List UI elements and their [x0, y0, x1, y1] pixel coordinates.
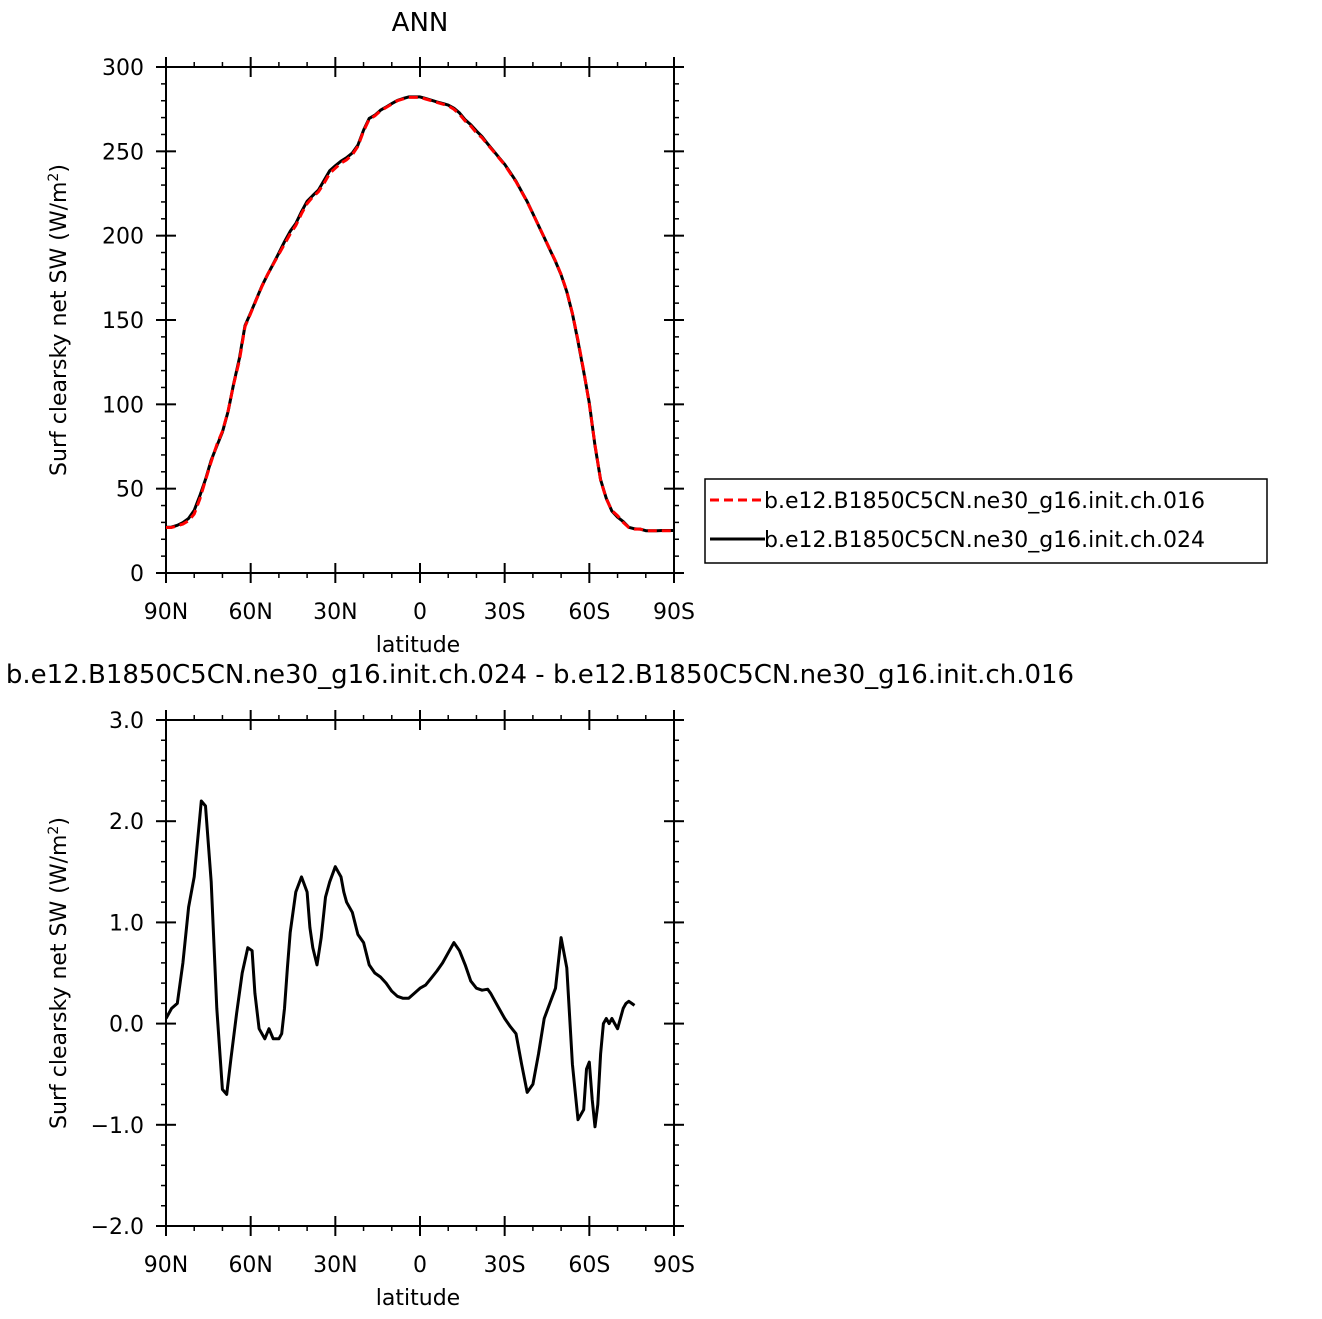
x-tick-label: 60N [228, 600, 272, 625]
y-tick-label: 3.0 [109, 709, 144, 734]
x-tick-label: 30N [313, 1253, 357, 1278]
chart-title: ANN [392, 8, 449, 38]
series-line-0 [166, 799, 636, 1129]
y-tick-label: −1.0 [91, 1114, 144, 1139]
legend-entry: b.e12.B1850C5CN.ne30_g16.init.ch.024 [764, 528, 1205, 553]
y-tick-label: 200 [102, 225, 144, 250]
y-tick-label: 300 [102, 56, 144, 81]
y-tick-label: 250 [102, 140, 144, 165]
x-tick-label: 30S [484, 600, 526, 625]
x-tick-label: 30S [484, 1253, 526, 1278]
y-tick-label: 100 [102, 393, 144, 418]
y-tick-label: 1.0 [109, 911, 144, 936]
x-tick-label: 90S [653, 600, 695, 625]
y-tick-label: 0 [130, 562, 144, 587]
y-tick-label: 150 [102, 309, 144, 334]
x-axis-label: latitude [376, 1286, 460, 1311]
x-tick-label: 0 [413, 1253, 427, 1278]
top-panel: ANN 90N 60N 30N 0 30S 60S 90S 0 50 100 150 200 250 300… [46, 8, 1268, 658]
plot-frame [165, 66, 675, 574]
y-tick-label: 2.0 [109, 810, 144, 835]
x-tick-label: 60S [568, 600, 610, 625]
y-tick-label: 50 [116, 478, 144, 503]
x-axis-label: latitude [376, 633, 460, 658]
x-tick-label: 90N [144, 1253, 188, 1278]
x-tick-label: 90S [653, 1253, 695, 1278]
x-tick-label: 60S [568, 1253, 610, 1278]
y-axis-label: Surf clearsky net SW (W/m2) [46, 164, 72, 476]
y-tick-label: −2.0 [91, 1215, 144, 1240]
legend-entry: b.e12.B1850C5CN.ne30_g16.init.ch.016 [764, 489, 1205, 514]
x-tick-label: 0 [413, 600, 427, 625]
x-tick-label: 60N [228, 1253, 272, 1278]
y-axis-label: Surf clearsky net SW (W/m2) [46, 817, 72, 1129]
bottom-panel: b.e12.B1850C5CN.ne30_g16.init.ch.024 - b… [6, 660, 1074, 1311]
x-tick-label: 30N [313, 600, 357, 625]
y-tick-label: 0.0 [109, 1013, 144, 1038]
x-tick-label: 90N [144, 600, 188, 625]
legend-box [704, 478, 1268, 564]
chart-title: b.e12.B1850C5CN.ne30_g16.init.ch.024 - b… [6, 660, 1074, 690]
series-line-0 [166, 95, 674, 533]
